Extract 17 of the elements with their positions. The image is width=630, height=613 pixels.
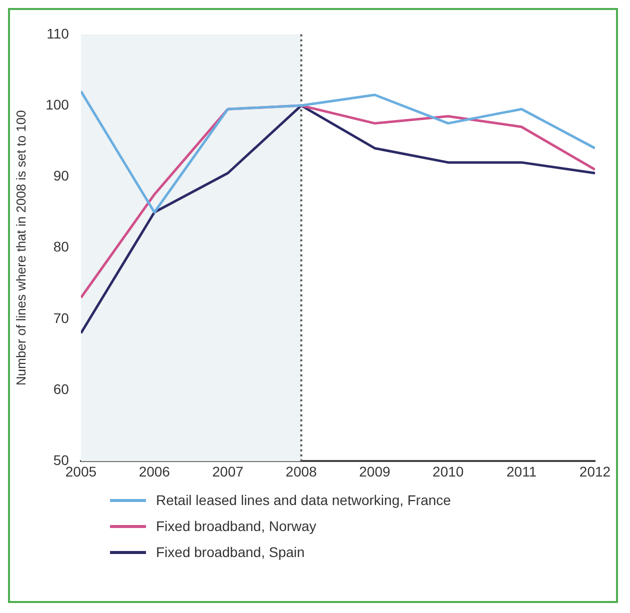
y-tick-label: 60 bbox=[53, 380, 70, 397]
legend-label: Fixed broadband, Norway bbox=[156, 518, 316, 534]
y-tick-label: 90 bbox=[53, 168, 70, 184]
y-tick-label: 70 bbox=[53, 310, 70, 326]
x-tick-label: 2012 bbox=[579, 463, 611, 480]
x-tick-label: 2010 bbox=[432, 463, 464, 480]
legend-label: Retail leased lines and data networking, France bbox=[156, 492, 451, 508]
x-tick-label: 2006 bbox=[138, 463, 170, 480]
x-tick-label: 2011 bbox=[506, 463, 537, 480]
legend-label: Fixed broadband, Spain bbox=[156, 544, 305, 560]
y-axis-title: Number of lines where that in 2008 is set to 100 bbox=[13, 110, 28, 386]
x-tick-label: 2008 bbox=[286, 463, 318, 480]
x-tick-label: 2009 bbox=[359, 463, 390, 480]
x-tick-label: 2007 bbox=[212, 463, 244, 480]
y-tick-label: 80 bbox=[53, 238, 70, 255]
y-tick-label: 100 bbox=[46, 96, 70, 112]
y-tick-label: 110 bbox=[46, 25, 70, 42]
